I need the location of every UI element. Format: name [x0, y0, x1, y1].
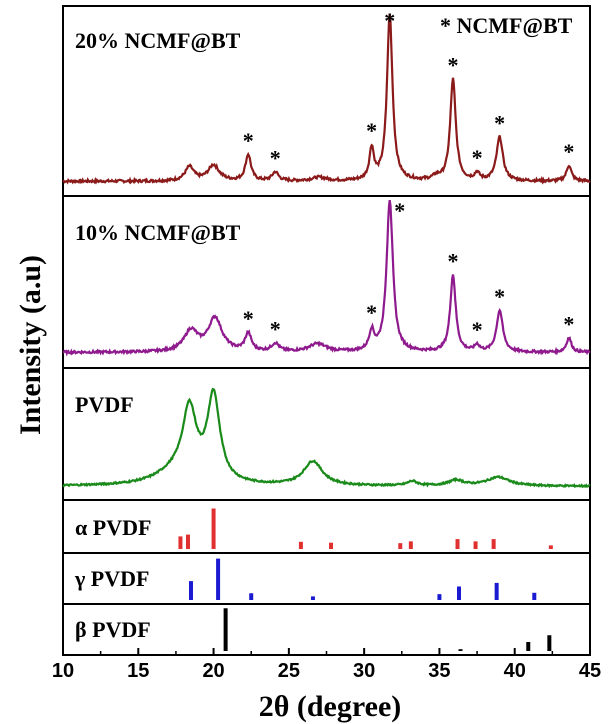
data-traces — [62, 13, 591, 651]
panel-label-p20: 20% NCMF@BT — [75, 28, 241, 53]
ref-bar-alpha-6 — [408, 541, 413, 549]
x-tick-label-40: 40 — [504, 660, 526, 682]
peak-star-p10-1: * — [270, 317, 281, 342]
panel-label-p10: 10% NCMF@BT — [75, 220, 241, 245]
ref-bar-gamma-7 — [532, 592, 537, 600]
ref-bar-gamma-6 — [494, 582, 499, 600]
ref-bar-gamma-3 — [310, 596, 315, 600]
x-tick-label-35: 35 — [428, 660, 450, 682]
panel-label-alpha: α PVDF — [75, 515, 151, 540]
ref-bar-alpha-5 — [398, 543, 403, 549]
peak-star-p20-3: * — [384, 8, 395, 33]
ref-bar-beta-3 — [547, 635, 552, 651]
peak-star-p20-1: * — [270, 146, 281, 171]
peak-star-p10-2: * — [366, 300, 377, 325]
x-tick-label-10: 10 — [52, 660, 74, 682]
ref-bar-beta-2 — [526, 642, 531, 651]
ref-bar-alpha-4 — [329, 542, 334, 549]
peak-star-p10-0: * — [243, 306, 254, 331]
panel-label-pvdf: PVDF — [75, 392, 134, 417]
peak-star-p20-6: * — [494, 111, 505, 136]
x-axis: 10 15 20 25 30 35 40 45 — [52, 648, 601, 682]
peak-star-p20-4: * — [447, 53, 458, 78]
x-tick-label-30: 30 — [353, 660, 375, 682]
peak-star-p10-4: * — [447, 249, 458, 274]
ref-bar-gamma-5 — [457, 586, 462, 600]
peak-star-p20-7: * — [563, 139, 574, 164]
peak-star-p20-2: * — [366, 118, 377, 143]
ref-bar-alpha-2 — [211, 508, 216, 549]
trace-pvdf — [62, 387, 591, 489]
y-axis-label: Intensity (a.u) — [14, 255, 47, 435]
x-tick-label-45: 45 — [579, 660, 601, 682]
ref-bar-alpha-9 — [491, 539, 496, 549]
ref-bar-alpha-3 — [298, 541, 303, 549]
peak-star-p10-3: * — [394, 198, 405, 223]
ref-bar-alpha-0 — [178, 536, 183, 549]
panel-label-beta: β PVDF — [75, 617, 151, 642]
peak-star-p20-5: * — [472, 145, 483, 170]
panel-labels: 20% NCMF@BT * * * * * * * * 10% NCMF@BT * * * * * * * * PV… — [74, 8, 574, 642]
ref-bar-gamma-4 — [437, 594, 442, 600]
x-tick-label-20: 20 — [202, 660, 224, 682]
legend-note: * NCMF@BT — [440, 13, 573, 38]
ref-bar-alpha-10 — [548, 545, 553, 549]
ref-bar-alpha-1 — [185, 534, 190, 549]
peak-star-p10-7: * — [563, 312, 574, 337]
ref-bar-alpha-7 — [455, 539, 460, 549]
ref-bar-gamma-2 — [249, 593, 254, 600]
panel-frames — [62, 5, 591, 656]
peak-star-p10-5: * — [472, 317, 483, 342]
ref-bar-gamma-0 — [188, 581, 193, 600]
peak-star-p10-6: * — [494, 284, 505, 309]
x-axis-label: 2θ (degree) — [259, 690, 402, 723]
peak-star-p20-0: * — [243, 128, 254, 153]
ref-bar-beta-0 — [223, 608, 228, 651]
x-tick-label-25: 25 — [278, 660, 300, 682]
ref-bar-beta-1 — [458, 649, 463, 651]
trace-p10 — [62, 199, 591, 357]
trace-p20 — [62, 13, 591, 185]
ref-bar-alpha-8 — [473, 541, 478, 549]
ref-bar-gamma-1 — [216, 558, 221, 600]
panel-label-gamma: γ PVDF — [74, 566, 149, 591]
x-tick-label-15: 15 — [127, 660, 149, 682]
